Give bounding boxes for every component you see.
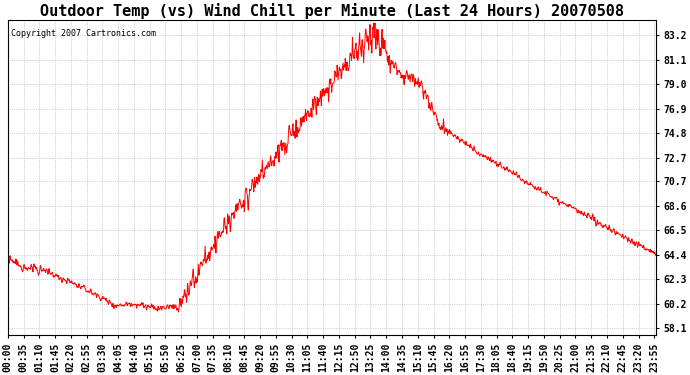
Title: Outdoor Temp (vs) Wind Chill per Minute (Last 24 Hours) 20070508: Outdoor Temp (vs) Wind Chill per Minute … (40, 3, 624, 19)
Text: Copyright 2007 Cartronics.com: Copyright 2007 Cartronics.com (11, 29, 156, 38)
